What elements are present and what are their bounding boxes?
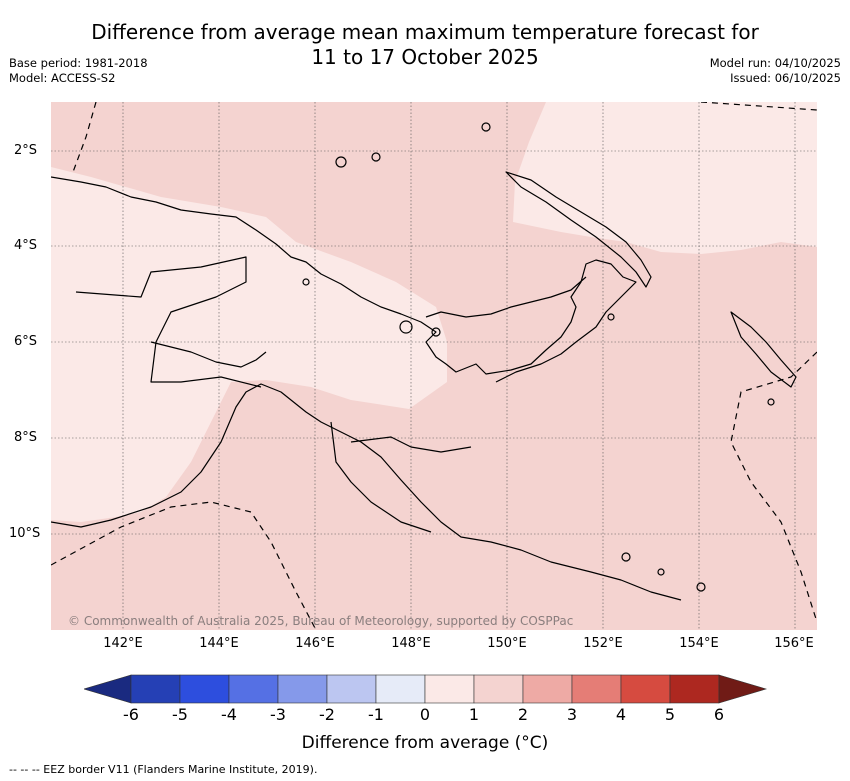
colorbar-cell [179, 674, 230, 704]
colorbar-tick: -5 [172, 705, 188, 724]
colorbar-cell [424, 674, 475, 704]
anomaly-band-0-to-1-west [51, 167, 447, 522]
lat-label: 4°S [14, 238, 38, 253]
map-title: Difference from average mean maximum tem… [91, 20, 759, 69]
copyright-notice: © Commonwealth of Australia 2025, Bureau… [68, 614, 574, 628]
model-info: Base period: 1981-2018 Model: ACCESS-S2 [9, 56, 148, 85]
colorbar-cell [277, 674, 328, 704]
colorbar-tick: -4 [221, 705, 237, 724]
colorbar-tick: -2 [319, 705, 335, 724]
lon-label: 154°E [679, 636, 719, 651]
lon-label: 148°E [391, 636, 431, 651]
colorbar-tick: 4 [615, 705, 627, 724]
lon-label: 146°E [295, 636, 335, 651]
colorbar-tick: 0 [419, 705, 431, 724]
lon-label: 150°E [487, 636, 527, 651]
colorbar-tick: -1 [368, 705, 384, 724]
colorbar-tick: -3 [270, 705, 286, 724]
lon-label: 142°E [103, 636, 143, 651]
lat-label: 8°S [14, 430, 38, 445]
lat-label: 2°S [14, 143, 38, 158]
graticule [51, 102, 817, 630]
forecast-map [51, 102, 817, 630]
colorbar-label: Difference from average (°C) [301, 733, 549, 753]
eez-border [51, 102, 817, 630]
lon-label: 152°E [583, 636, 623, 651]
colorbar-cell [228, 674, 279, 704]
coastline [51, 122, 797, 601]
colorbar-cell [571, 674, 622, 704]
colorbar-cell [130, 674, 181, 704]
colorbar-cell [326, 674, 377, 704]
eez-footnote: -- -- -- EEZ border V11 (Flanders Marine… [9, 763, 318, 776]
colorbar-cell [473, 674, 524, 704]
lon-label: 156°E [774, 636, 814, 651]
colorbar-extend-low [84, 674, 132, 704]
colorbar-tick: 6 [713, 705, 725, 724]
colorbar-tick: 3 [566, 705, 578, 724]
colorbar-extend-high [718, 674, 768, 704]
colorbar-tick: -6 [123, 705, 139, 724]
lat-label: 10°S [9, 526, 41, 541]
colorbar-cell [375, 674, 426, 704]
lat-label: 6°S [14, 334, 38, 349]
colorbar-tick: 2 [517, 705, 529, 724]
colorbar-cell [669, 674, 720, 704]
colorbar-cell [620, 674, 671, 704]
colorbar-tick: 1 [468, 705, 480, 724]
issue-info: Model run: 04/10/2025 Issued: 06/10/2025 [709, 56, 841, 85]
colorbar-cell [522, 674, 573, 704]
lon-label: 144°E [199, 636, 239, 651]
colorbar [84, 674, 768, 704]
anomaly-band-0-to-1-east [513, 102, 817, 254]
colorbar-tick: 5 [664, 705, 676, 724]
